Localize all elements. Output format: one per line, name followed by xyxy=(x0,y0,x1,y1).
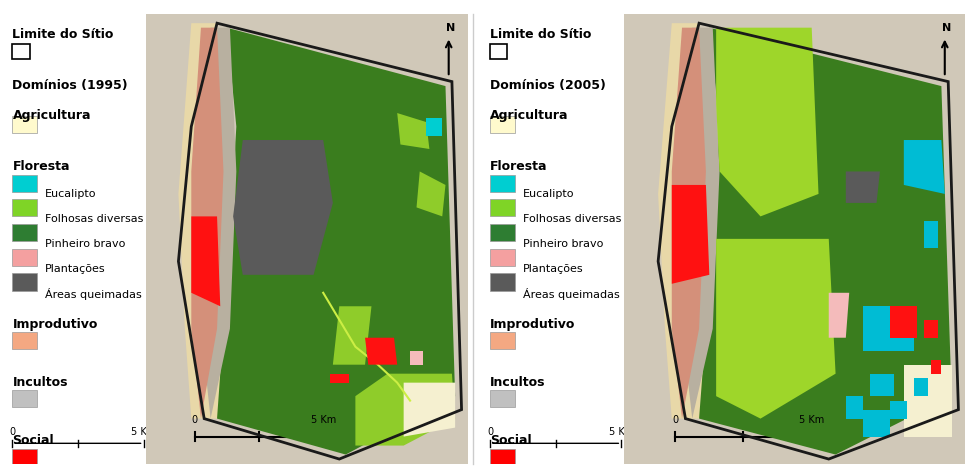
Text: Eucalipto: Eucalipto xyxy=(45,190,97,200)
Text: Domínios (1995): Domínios (1995) xyxy=(13,79,128,92)
Bar xyxy=(890,401,907,419)
Bar xyxy=(13,332,37,349)
Bar xyxy=(490,449,515,466)
Text: 0: 0 xyxy=(191,415,198,425)
Bar xyxy=(490,390,515,407)
Polygon shape xyxy=(416,172,446,216)
Polygon shape xyxy=(191,27,223,419)
Text: 5 Km: 5 Km xyxy=(311,415,335,425)
Bar xyxy=(13,44,29,59)
Text: Incultos: Incultos xyxy=(13,376,68,389)
Bar xyxy=(870,374,894,396)
Text: Social: Social xyxy=(490,434,531,447)
Bar xyxy=(924,320,938,338)
Polygon shape xyxy=(191,216,220,307)
Text: Domínios (2005): Domínios (2005) xyxy=(490,79,606,92)
Polygon shape xyxy=(682,27,720,419)
Bar xyxy=(13,249,37,266)
Text: Pinheiro bravo: Pinheiro bravo xyxy=(523,239,604,249)
Polygon shape xyxy=(716,239,836,419)
Bar xyxy=(924,221,938,248)
Text: Eucalipto: Eucalipto xyxy=(523,190,574,200)
Text: Áreas queimadas: Áreas queimadas xyxy=(45,289,142,300)
Text: 5 Km: 5 Km xyxy=(608,427,634,437)
Polygon shape xyxy=(672,185,710,284)
Text: Floresta: Floresta xyxy=(13,160,70,173)
Text: 5 Km: 5 Km xyxy=(800,415,824,425)
Polygon shape xyxy=(201,27,236,419)
Text: 0: 0 xyxy=(672,415,679,425)
Polygon shape xyxy=(863,307,915,351)
Text: Limite do Sítio: Limite do Sítio xyxy=(490,27,592,41)
Polygon shape xyxy=(658,23,716,419)
Bar xyxy=(330,374,349,383)
Text: Agricultura: Agricultura xyxy=(13,109,91,122)
Bar xyxy=(13,390,37,407)
Text: Agricultura: Agricultura xyxy=(490,109,568,122)
Bar xyxy=(846,396,863,419)
Polygon shape xyxy=(716,27,819,216)
Polygon shape xyxy=(829,293,849,338)
Text: Pinheiro bravo: Pinheiro bravo xyxy=(45,239,126,249)
Text: Incultos: Incultos xyxy=(490,376,546,389)
Text: 0: 0 xyxy=(488,427,493,437)
Text: Folhosas diversas: Folhosas diversas xyxy=(45,214,143,224)
Text: Improdutivo: Improdutivo xyxy=(490,317,575,331)
Polygon shape xyxy=(356,374,455,446)
Bar xyxy=(13,175,37,192)
Text: Floresta: Floresta xyxy=(490,160,548,173)
Polygon shape xyxy=(397,113,429,149)
Text: N: N xyxy=(942,23,951,33)
Polygon shape xyxy=(178,23,233,419)
Text: Plantações: Plantações xyxy=(523,263,584,273)
Text: Folhosas diversas: Folhosas diversas xyxy=(523,214,621,224)
Bar xyxy=(915,378,928,396)
Polygon shape xyxy=(233,140,332,275)
Polygon shape xyxy=(404,383,455,437)
Polygon shape xyxy=(146,14,468,464)
Bar xyxy=(931,360,941,374)
Polygon shape xyxy=(332,307,371,365)
Bar xyxy=(490,332,515,349)
Text: Limite do Sítio: Limite do Sítio xyxy=(13,27,114,41)
Bar xyxy=(426,118,443,136)
Bar xyxy=(490,224,515,241)
Text: N: N xyxy=(446,23,455,33)
Bar xyxy=(490,199,515,217)
Polygon shape xyxy=(699,27,952,455)
Polygon shape xyxy=(672,27,706,419)
Polygon shape xyxy=(365,338,397,365)
Bar xyxy=(13,224,37,241)
Bar xyxy=(13,199,37,217)
Text: Áreas queimadas: Áreas queimadas xyxy=(523,289,620,300)
Polygon shape xyxy=(217,27,455,455)
Text: 5 Km: 5 Km xyxy=(131,427,156,437)
Polygon shape xyxy=(890,307,917,338)
Polygon shape xyxy=(624,14,965,464)
Polygon shape xyxy=(904,140,945,194)
Bar xyxy=(410,351,423,365)
Polygon shape xyxy=(846,172,879,203)
Bar xyxy=(863,410,890,437)
Bar xyxy=(490,44,507,59)
Bar xyxy=(490,116,515,133)
Bar xyxy=(490,249,515,266)
Bar xyxy=(490,175,515,192)
Polygon shape xyxy=(904,365,952,437)
Bar xyxy=(490,273,515,290)
Bar xyxy=(13,116,37,133)
Bar xyxy=(13,273,37,290)
Text: 0: 0 xyxy=(10,427,16,437)
Text: Social: Social xyxy=(13,434,54,447)
Text: Plantações: Plantações xyxy=(45,263,106,273)
Text: Improdutivo: Improdutivo xyxy=(13,317,98,331)
Bar xyxy=(13,449,37,466)
